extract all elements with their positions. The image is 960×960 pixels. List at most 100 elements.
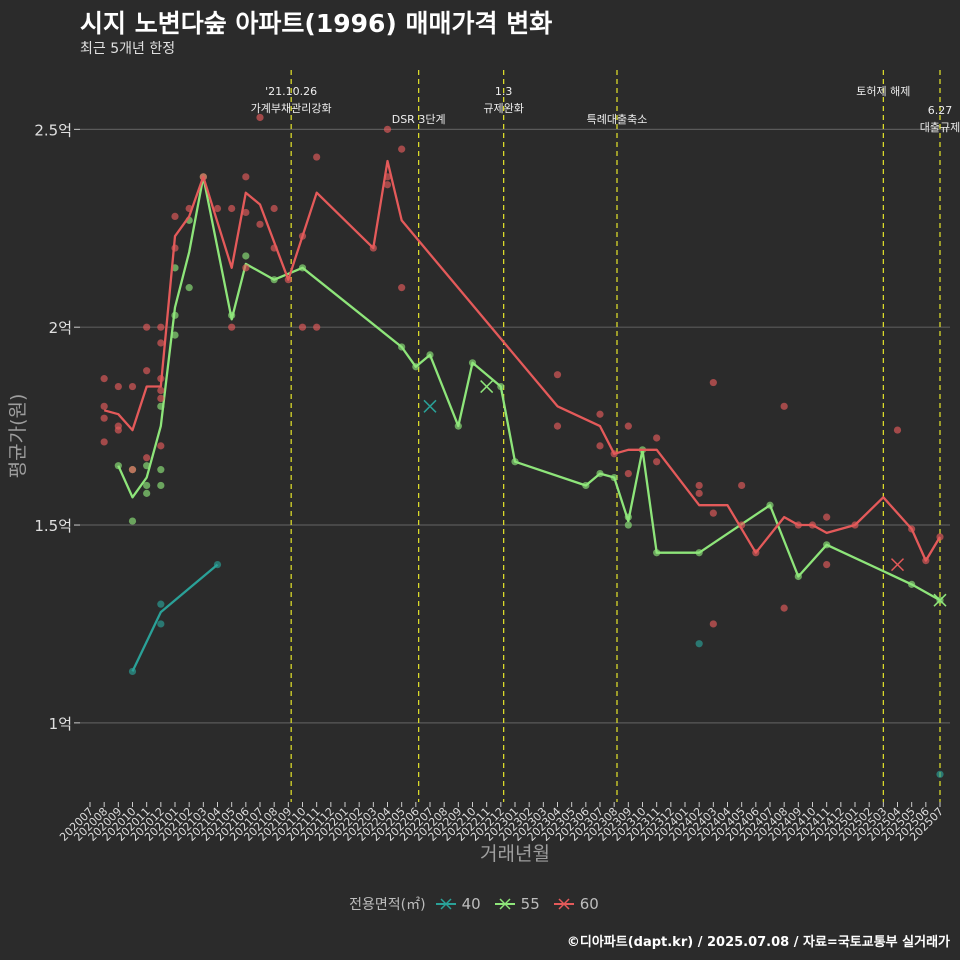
legend-title: 전용면적(㎡) [349,897,426,913]
chart-title: 시지 노변다숲 아파트(1996) 매매가격 변화 [80,9,553,38]
data-point-60 [256,113,264,122]
data-point-55 [171,331,179,339]
data-point-60 [100,414,108,422]
data-point-55 [128,517,137,525]
legend-key-55 [494,898,515,910]
data-point-60 [213,204,222,213]
data-point-60 [553,371,562,379]
data-point-55 [143,481,151,490]
data-point-60 [157,394,165,403]
data-point-55 [624,521,632,529]
data-point-60 [128,466,137,474]
event-label: 대출규제 [920,121,960,134]
data-point-60 [398,284,406,292]
data-point-60 [695,489,703,497]
series-40 [128,399,944,778]
data-point-60 [128,382,137,391]
cross-stroke [423,399,437,413]
data-point-55 [185,284,193,292]
data-point-60 [695,481,703,490]
data-point-55 [157,481,165,490]
data-point-60 [596,410,604,418]
cross-stroke [933,593,947,607]
data-point-60 [709,378,717,387]
event-label: 1.3 [495,85,513,98]
data-point-60 [653,458,661,466]
event-label: '21.10.26 [265,85,317,98]
data-point-60 [171,212,179,220]
event-label: 특례대출축소 [587,113,648,126]
data-point-60 [823,513,831,521]
event-label: 토허제 해제 [856,84,910,98]
event-label: DSR 3단계 [392,113,446,126]
data-point-60 [313,153,321,161]
data-point-60 [709,620,717,628]
data-point-60 [624,469,632,478]
y-axis-title: 평균가(원) [7,394,29,479]
data-point-60 [383,125,392,133]
data-point-60 [738,481,746,490]
data-point-60 [596,442,604,450]
data-point-40 [695,640,703,648]
data-point-55 [157,466,165,474]
data-point-60 [143,323,151,331]
data-point-60 [100,375,108,383]
data-point-60 [893,426,902,434]
y-tick-label: 2억 [49,319,72,337]
y-tick-label: 1억 [49,715,72,733]
data-point-60 [157,339,165,347]
data-point-60 [242,208,250,217]
legend-item-55: 55 [493,895,540,913]
event-label: 6.27 [928,104,953,117]
legend-label-55: 55 [520,895,540,913]
data-point-40 [157,620,165,628]
cross-stroke [480,380,494,394]
legend: 전용면적(㎡) 40 55 60 [0,894,960,914]
event-label: 가계부채관리강화 [251,102,332,115]
data-point-55 [143,489,151,497]
y-tick-label: 1.5억 [34,517,72,535]
legend-label-60: 60 [579,895,599,913]
data-point-60 [383,181,392,189]
data-point-40 [936,770,944,778]
data-point-60 [653,434,661,442]
data-point-60 [100,438,108,446]
chart-subtitle: 최근 5개년 한정 [80,41,176,57]
latest-marker-60 [890,558,905,572]
x-axis-title: 거래년월 [480,843,550,865]
data-point-60 [242,173,250,181]
data-point-60 [256,220,264,228]
series-60 [100,113,944,628]
data-point-60 [709,509,717,517]
legend-key-60 [553,898,574,910]
latest-marker-40 [423,399,437,413]
series-55 [114,173,947,607]
event-label: 규제완화 [483,102,523,115]
latest-marker-55 [933,593,947,607]
data-point-60 [157,442,165,450]
data-point-60 [298,323,307,331]
data-point-60 [624,422,632,430]
latest-marker-55 [480,380,494,394]
data-point-60 [157,386,165,395]
y-tick-label: 2.5억 [34,121,72,139]
source-caption: ©디아파트(dapt.kr) / 2025.07.08 / 자료=국토교통부 실… [566,935,950,950]
data-point-60 [228,204,236,213]
data-point-60 [157,323,165,331]
data-point-60 [114,426,122,434]
data-point-60 [100,402,108,410]
trend-line-60 [103,159,941,562]
data-point-60 [143,367,151,375]
data-point-60 [553,422,562,430]
data-point-60 [780,604,788,612]
data-point-60 [270,204,278,213]
data-point-40 [157,600,165,608]
legend-label-40: 40 [461,895,481,913]
trend-line-40 [131,563,219,672]
data-point-60 [143,454,151,462]
cross-stroke [890,558,905,572]
legend-item-60: 60 [552,895,599,913]
trend-line-55 [117,175,941,602]
data-point-60 [398,145,406,153]
